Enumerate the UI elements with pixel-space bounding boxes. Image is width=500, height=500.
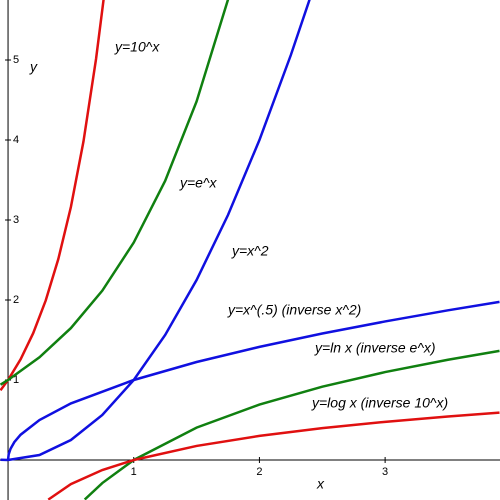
x-axis-label: x — [316, 476, 325, 492]
curve-label: y=10^x — [114, 39, 160, 55]
curve — [0, 0, 311, 462]
x-tick-label: 2 — [256, 466, 262, 478]
y-tick-label: 2 — [13, 294, 19, 306]
y-axis-label: y — [29, 59, 38, 75]
y-tick-label: 4 — [13, 134, 19, 146]
curve — [0, 0, 230, 386]
x-tick-label: 1 — [131, 466, 137, 478]
y-tick-label: 3 — [13, 214, 19, 226]
x-tick-label: 3 — [382, 466, 388, 478]
curve-label: y=x^2 — [231, 243, 269, 259]
y-tick-label: 5 — [13, 54, 19, 66]
y-tick-label: 1 — [13, 374, 19, 386]
curve-label: y=log x (inverse 10^x) — [311, 395, 448, 411]
curve — [83, 349, 500, 500]
curve — [47, 411, 500, 500]
curve — [0, 0, 105, 392]
curve-label: y=e^x — [179, 175, 218, 191]
curve — [6, 300, 500, 461]
curve-label: y=x^(.5) (inverse x^2) — [227, 302, 361, 318]
curve-label: y=ln x (inverse e^x) — [314, 340, 436, 356]
